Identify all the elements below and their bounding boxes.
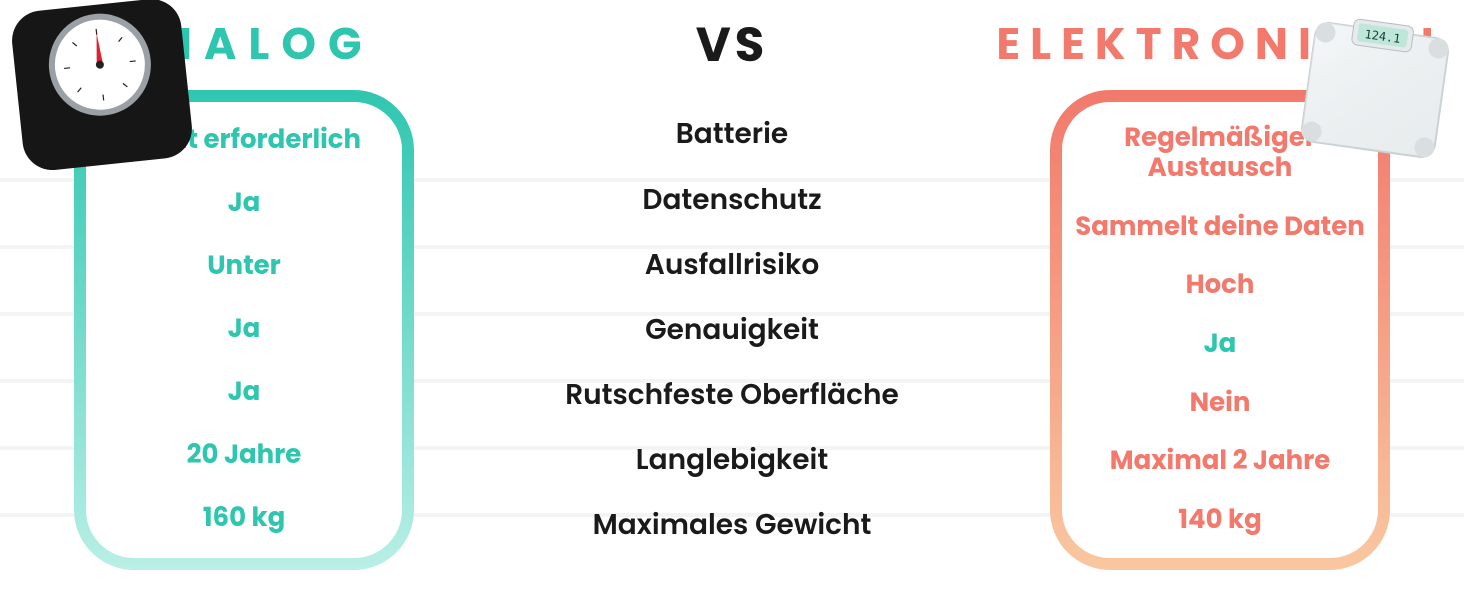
analog-item: Ja bbox=[228, 189, 261, 219]
analog-box-inner: Nicht erforderlich Ja Unter Ja Ja 20 Jah… bbox=[86, 102, 402, 558]
elek-item: Sammelt deine Daten bbox=[1075, 213, 1365, 243]
criterion: Datenschutz bbox=[642, 184, 821, 216]
electronic-scale-image: 124.1 bbox=[1290, 10, 1460, 170]
analog-item: 160 kg bbox=[203, 504, 286, 534]
elek-item: Hoch bbox=[1186, 271, 1255, 301]
analog-item: Unter bbox=[207, 252, 281, 282]
elek-box-inner: Regelmäßiger Austausch Sammelt deine Dat… bbox=[1062, 102, 1378, 558]
criterion: Genauigkeit bbox=[645, 314, 819, 346]
criteria-column: VS Batterie Datenschutz Ausfallrisiko Ge… bbox=[488, 0, 976, 570]
analog-item: Ja bbox=[228, 378, 261, 408]
criterion: Langlebigkeit bbox=[636, 444, 828, 476]
analog-item: 20 Jahre bbox=[187, 441, 302, 471]
elek-item: Nein bbox=[1190, 389, 1251, 419]
comparison-grid: ANALOG Nicht erforderlich Ja Unter Ja Ja… bbox=[0, 0, 1464, 600]
heading-vs: VS bbox=[696, 0, 769, 90]
elek-item: Maximal 2 Jahre bbox=[1110, 447, 1331, 477]
criterion: Maximales Gewicht bbox=[593, 509, 872, 541]
criterion: Batterie bbox=[676, 118, 788, 150]
analog-item: Ja bbox=[228, 315, 261, 345]
elek-item: Ja bbox=[1204, 330, 1237, 360]
criterion: Ausfallrisiko bbox=[645, 249, 819, 281]
elek-item: 140 kg bbox=[1178, 506, 1262, 536]
criterion: Rutschfeste Oberfläche bbox=[565, 379, 899, 411]
criteria-list: Batterie Datenschutz Ausfallrisiko Genau… bbox=[565, 90, 899, 570]
analog-scale-image bbox=[0, 0, 200, 170]
